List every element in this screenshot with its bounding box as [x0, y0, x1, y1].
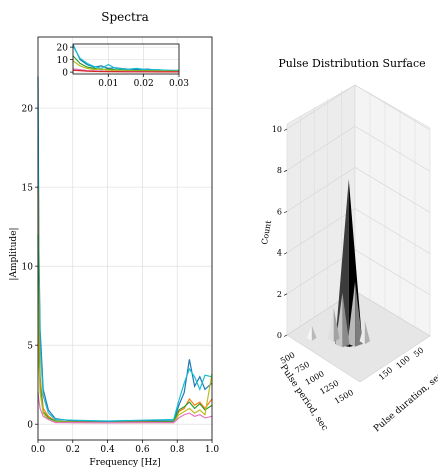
surface-peak-left	[347, 281, 356, 347]
surface-peak-right	[342, 292, 350, 348]
surface-zgrid-right	[354, 208, 431, 254]
surface-ztick-label: 2	[277, 290, 282, 299]
surface-ztick-mark	[283, 252, 288, 255]
spectra-series-line	[37, 392, 213, 424]
spectra-xtick-label: 0.2	[66, 445, 80, 455]
surface-zgrid-left	[286, 208, 356, 253]
inset-xtick-label: 0.01	[98, 79, 118, 89]
spectra-xtick-label: 0.4	[100, 445, 115, 455]
spectra-series-line	[37, 234, 213, 424]
surface-peak-right	[348, 179, 363, 348]
surface-peak-right	[311, 325, 317, 341]
inset-yticks: 0 10 20	[57, 43, 73, 78]
spectra-series-line	[37, 76, 213, 423]
spectra-xtick-label: 0.8	[170, 445, 185, 455]
surface-peaks	[307, 179, 370, 348]
surface-ztick-label: 10	[272, 125, 282, 134]
inset-ytick-label: 10	[57, 56, 69, 66]
spectra-ytick-label: 5	[27, 341, 33, 351]
spectra-xticks: 0.0 0.2 0.4 0.6 0.8 1.0	[31, 440, 220, 455]
spectra-series-line	[37, 281, 213, 424]
spectra-xtick-label: 0.0	[31, 445, 46, 455]
surface-zticks: 0 2 4 6 8 10	[272, 125, 288, 340]
surface-zgrid-right	[354, 290, 431, 337]
spectra-axes-frame	[37, 36, 213, 441]
surface-ztick-label: 6	[277, 207, 282, 216]
inset-xticks: 0.01 0.02 0.03	[98, 74, 189, 89]
surface-zgrid-left	[286, 167, 356, 212]
surface-xtick-label: 1000	[304, 369, 326, 387]
surface-xtick-label: 1500	[333, 388, 355, 406]
surface-xtick-label: 750	[293, 360, 311, 375]
inset-lines	[72, 44, 180, 73]
inset-ytick-label: 20	[57, 43, 69, 53]
spectra-yticks: 0 5 10 15 20	[22, 104, 38, 430]
spectra-lines	[37, 76, 213, 424]
surface-peak-left	[359, 320, 365, 345]
spectra-xlabel: Frequency [Hz]	[89, 458, 160, 467]
surface-zgrid-left	[286, 84, 356, 130]
inset-series-line	[72, 60, 180, 72]
surface-ztick-mark	[283, 169, 288, 172]
surface-title: Pulse Distribution Surface	[278, 57, 425, 70]
surface-zgrid-right	[354, 125, 431, 172]
inset-series-line	[72, 69, 179, 73]
surface-pane-grid	[286, 84, 431, 337]
surface-zgrid-right	[354, 167, 431, 213]
surface-peak-right	[333, 307, 340, 342]
spectra-series-line	[37, 108, 213, 422]
inset-series-line	[72, 45, 180, 72]
spectra-xtick-label: 1.0	[205, 445, 220, 455]
surface-peak-left	[307, 325, 312, 341]
surface-ztick-label: 8	[277, 166, 282, 175]
spectra-xtick-label: 0.6	[135, 445, 150, 455]
spectra-ytick-label: 20	[22, 104, 34, 114]
spectra-ytick-label: 10	[22, 262, 34, 272]
surface-zgrid-right	[354, 249, 431, 296]
surface-ztick-mark	[283, 293, 288, 296]
surface-xtick-label: 500	[279, 350, 297, 365]
spectra-ytick-label: 0	[27, 420, 33, 430]
surface-peak-right	[355, 281, 363, 347]
surface-peak-left	[335, 179, 349, 348]
inset-ytick-label: 0	[62, 68, 68, 78]
surface-peak-left	[327, 307, 334, 342]
surface-ztick-mark	[283, 211, 288, 214]
surface-ztick-label: 0	[277, 331, 282, 340]
spectra-ytick-label: 15	[22, 183, 34, 193]
inset-xtick-label: 0.03	[169, 79, 189, 89]
surface-xtick-label: 1250	[318, 379, 340, 397]
inset-xtick-label: 0.02	[134, 79, 154, 89]
surface-zlabel: Count	[260, 219, 273, 245]
inset-axes-frame	[72, 43, 180, 75]
surface-ztick-label: 4	[277, 249, 282, 258]
surface-ztick-mark	[283, 334, 288, 337]
surface-zgrid-left	[286, 125, 356, 171]
spectra-ylabel: |Amplitude|	[9, 227, 19, 280]
surface-ztick-mark	[283, 128, 288, 131]
spectra-title: Spectra	[101, 10, 148, 24]
surface-peak-right	[364, 320, 370, 345]
surface-zgrid-right	[354, 84, 431, 131]
surface-ytick-label: 50	[412, 346, 426, 359]
spectra-series-line	[37, 187, 213, 424]
